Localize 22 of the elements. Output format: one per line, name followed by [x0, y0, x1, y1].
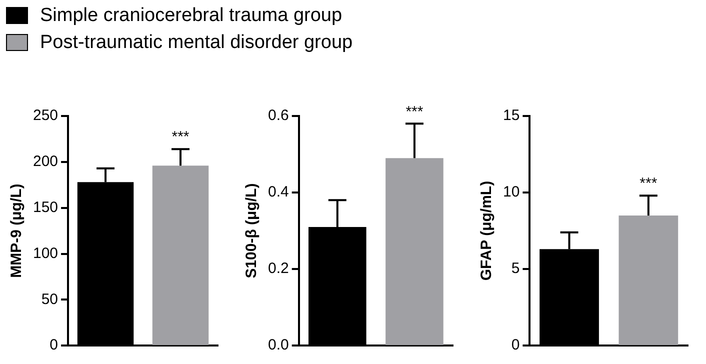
annotation: ***: [640, 175, 658, 192]
y-axis-title: GFAP (μg/mL): [478, 180, 496, 281]
y-tick-label: 0: [50, 336, 58, 354]
y-tick-label: 150: [32, 198, 58, 216]
y-axis-title: S100-β (μg/L): [243, 183, 260, 278]
legend-label: Post-traumatic mental disorder group: [40, 31, 353, 55]
y-tick-label: 0.6: [268, 107, 289, 124]
y-tick-label: 5: [511, 260, 520, 278]
y-tick-label: 0.0: [268, 336, 289, 354]
y-tick-label: 0: [511, 336, 520, 354]
y-tick-label: 200: [32, 153, 58, 170]
y-tick-label: 10: [502, 184, 520, 201]
annotation: ***: [406, 103, 424, 120]
y-tick-label: 0.2: [268, 260, 289, 278]
y-tick-label: 250: [32, 107, 58, 124]
y-tick-label: 15: [502, 107, 520, 124]
y-tick-label: 50: [41, 290, 58, 308]
annotation: ***: [172, 128, 190, 146]
y-tick-label: 0.4: [268, 184, 289, 201]
y-tick-label: 100: [32, 244, 58, 262]
y-axis-title: MMP-9 (μg/L): [8, 184, 26, 278]
legend-label: Simple craniocerebral trauma group: [40, 4, 342, 28]
